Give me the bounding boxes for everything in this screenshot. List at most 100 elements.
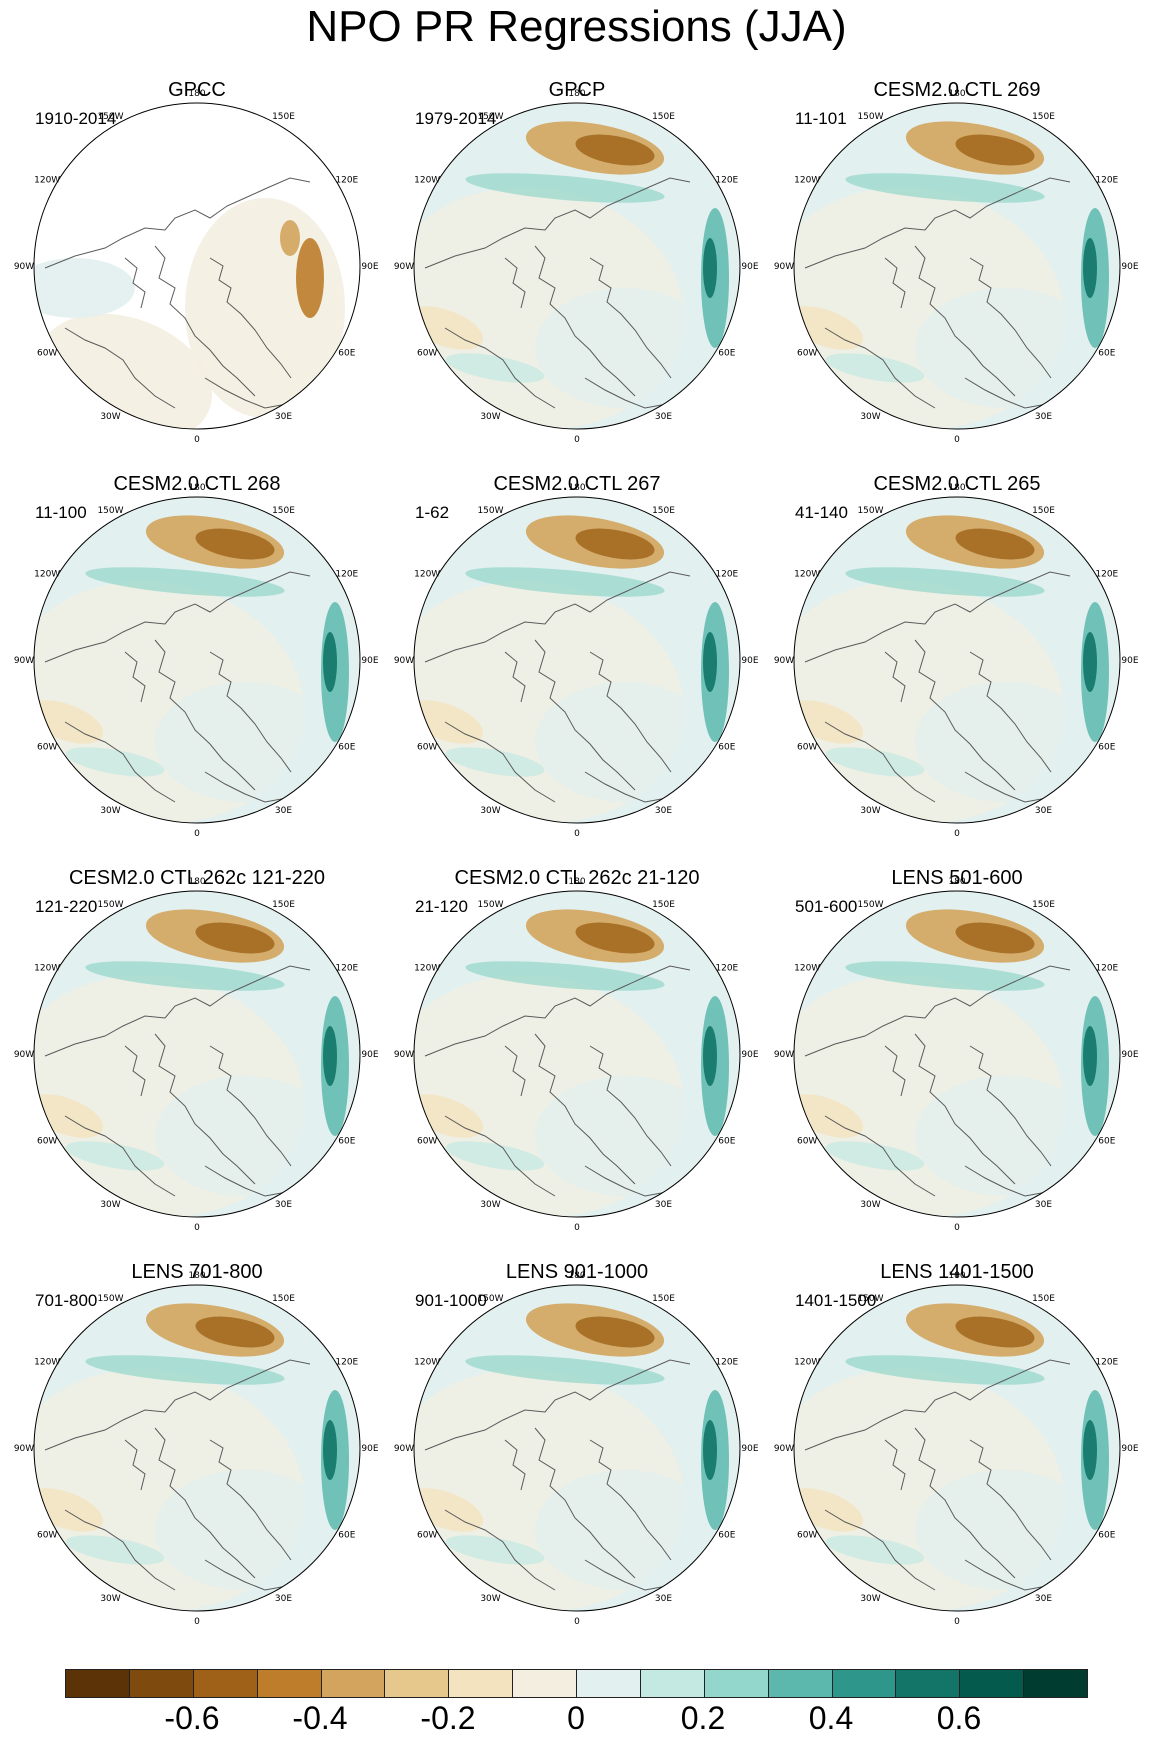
longitude-label: 180 bbox=[188, 877, 205, 887]
longitude-label: 120E bbox=[1095, 1358, 1118, 1368]
longitude-label: 60W bbox=[417, 743, 437, 753]
colorbar-tick-label: -0.4 bbox=[292, 1700, 348, 1736]
colorbar-swatch bbox=[1023, 1669, 1088, 1698]
panel-period: 901-1000 bbox=[415, 1291, 487, 1310]
longitude-label: 150E bbox=[652, 900, 675, 910]
longitude-label: 150E bbox=[272, 506, 295, 516]
longitude-label: 150W bbox=[97, 900, 123, 910]
colorbar-swatch bbox=[895, 1669, 961, 1698]
colorbar-swatch bbox=[576, 1669, 641, 1698]
longitude-label: 30W bbox=[480, 806, 500, 816]
longitude-label: 30W bbox=[100, 806, 120, 816]
longitude-label: 150W bbox=[97, 1294, 123, 1304]
longitude-label: 180 bbox=[948, 89, 965, 99]
longitude-label: 180 bbox=[568, 89, 585, 99]
longitude-label: 60E bbox=[1098, 743, 1115, 753]
polar-map: 180 150E 120E 90E 60E 30E 0 30W 60W 90W 120W 150W bbox=[14, 483, 379, 839]
longitude-label: 30W bbox=[860, 1200, 880, 1210]
longitude-label: 90E bbox=[1121, 656, 1138, 666]
longitude-label: 60E bbox=[1098, 349, 1115, 359]
longitude-label: 120E bbox=[715, 964, 738, 974]
longitude-label: 150E bbox=[1032, 1294, 1055, 1304]
longitude-label: 120W bbox=[414, 176, 440, 186]
map-panel: 180 150E 120E 90E 60E 30E 0 30W 60W 90W 120W 150W CE… bbox=[765, 472, 1149, 867]
map-panel: 180 150E 120E 90E 60E 30E 0 30W 60W 90W 120W 150W LE… bbox=[5, 1260, 389, 1655]
map-panel: 180 150E 120E 90E 60E 30E 0 30W 60W 90W 120W 150W CE… bbox=[385, 866, 769, 1261]
panel-period: 121-220 bbox=[35, 897, 98, 916]
longitude-label: 60W bbox=[797, 349, 817, 359]
longitude-label: 150E bbox=[652, 112, 675, 122]
map-panel: 180 150E 120E 90E 60E 30E 0 30W 60W 90W 120W 150W GP… bbox=[5, 78, 389, 473]
longitude-label: 180 bbox=[188, 483, 205, 493]
panel-period: 701-800 bbox=[35, 1291, 98, 1310]
panel-period: 1-62 bbox=[415, 503, 450, 522]
longitude-label: 180 bbox=[568, 1271, 585, 1281]
panel-title: CESM2.0 CTL 269 bbox=[873, 79, 1041, 101]
longitude-label: 90W bbox=[394, 1444, 414, 1454]
longitude-label: 30E bbox=[1035, 1200, 1052, 1210]
colorbar-swatch bbox=[448, 1669, 514, 1698]
longitude-label: 60E bbox=[718, 1531, 735, 1541]
longitude-label: 150E bbox=[1032, 112, 1055, 122]
longitude-label: 150W bbox=[857, 506, 883, 516]
longitude-label: 150W bbox=[477, 112, 503, 122]
longitude-label: 0 bbox=[194, 1617, 200, 1627]
longitude-label: 150E bbox=[652, 1294, 675, 1304]
longitude-label: 120W bbox=[34, 570, 60, 580]
colorbar-swatch bbox=[767, 1669, 833, 1698]
longitude-label: 90E bbox=[361, 656, 378, 666]
polar-map: 180 150E 120E 90E 60E 30E 0 30W 60W 90W 120W 150W bbox=[394, 1271, 759, 1627]
longitude-label: 120E bbox=[1095, 570, 1118, 580]
longitude-label: 30W bbox=[100, 412, 120, 422]
longitude-label: 90E bbox=[1121, 1050, 1138, 1060]
longitude-label: 120E bbox=[335, 1358, 358, 1368]
longitude-label: 150W bbox=[477, 1294, 503, 1304]
panel-title: LENS 701-800 bbox=[131, 1261, 263, 1283]
map-panel: 180 150E 120E 90E 60E 30E 0 30W 60W 90W 120W 150W CE… bbox=[385, 472, 769, 867]
longitude-label: 150W bbox=[857, 900, 883, 910]
polar-map: 180 150E 120E 90E 60E 30E 0 30W 60W 90W 120W 150W bbox=[774, 877, 1139, 1233]
colorbar-swatch bbox=[639, 1669, 705, 1698]
colorbar-swatch bbox=[192, 1669, 258, 1698]
longitude-label: 60E bbox=[1098, 1137, 1115, 1147]
longitude-label: 120W bbox=[794, 964, 820, 974]
longitude-label: 150E bbox=[1032, 506, 1055, 516]
longitude-label: 150E bbox=[1032, 900, 1055, 910]
longitude-label: 30W bbox=[860, 806, 880, 816]
longitude-label: 90E bbox=[741, 1444, 758, 1454]
longitude-label: 60W bbox=[797, 1531, 817, 1541]
longitude-label: 60E bbox=[1098, 1531, 1115, 1541]
longitude-label: 120E bbox=[335, 176, 358, 186]
panel-period: 501-600 bbox=[795, 897, 858, 916]
longitude-label: 60E bbox=[338, 349, 355, 359]
panel-title: CESM2.0 CTL 268 bbox=[113, 473, 281, 495]
polar-map: 180 150E 120E 90E 60E 30E 0 30W 60W 90W 120W 150W bbox=[14, 877, 379, 1233]
longitude-label: 120W bbox=[414, 964, 440, 974]
longitude-label: 30E bbox=[655, 1594, 672, 1604]
longitude-label: 60W bbox=[417, 1531, 437, 1541]
longitude-label: 90W bbox=[394, 262, 414, 272]
longitude-label: 30E bbox=[275, 1200, 292, 1210]
colorbar bbox=[65, 1669, 1088, 1698]
polar-map: 180 150E 120E 90E 60E 30E 0 30W 60W 90W 120W 150W bbox=[14, 1271, 379, 1627]
longitude-label: 180 bbox=[948, 483, 965, 493]
panel-period: 41-140 bbox=[795, 503, 848, 522]
longitude-label: 120W bbox=[34, 964, 60, 974]
longitude-label: 180 bbox=[568, 877, 585, 887]
panel-period: 21-120 bbox=[415, 897, 468, 916]
panel-title: GPCC bbox=[168, 79, 226, 101]
colorbar-swatch bbox=[320, 1669, 386, 1698]
longitude-label: 60E bbox=[338, 1531, 355, 1541]
longitude-label: 60W bbox=[37, 1531, 57, 1541]
longitude-label: 90W bbox=[394, 656, 414, 666]
longitude-label: 150W bbox=[857, 112, 883, 122]
longitude-label: 180 bbox=[568, 483, 585, 493]
longitude-label: 120E bbox=[1095, 964, 1118, 974]
longitude-label: 90E bbox=[361, 262, 378, 272]
longitude-label: 0 bbox=[194, 435, 200, 445]
longitude-label: 150W bbox=[97, 506, 123, 516]
longitude-label: 30E bbox=[1035, 412, 1052, 422]
longitude-label: 90E bbox=[741, 262, 758, 272]
longitude-label: 150E bbox=[272, 1294, 295, 1304]
map-panel: 180 150E 120E 90E 60E 30E 0 30W 60W 90W 120W 150W LE… bbox=[385, 1260, 769, 1655]
